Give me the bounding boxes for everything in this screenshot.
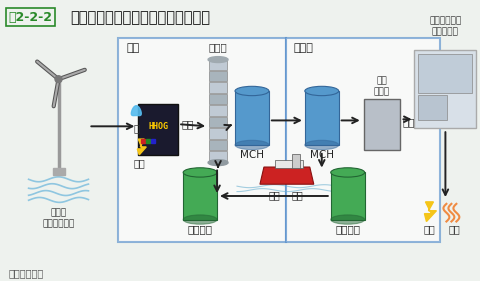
Bar	[209, 128, 227, 139]
Text: トルエン: トルエン	[335, 225, 360, 234]
Text: 余剰電力による水素の製造及び利用: 余剰電力による水素の製造及び利用	[71, 10, 210, 26]
Text: 電気: 電気	[423, 225, 434, 234]
Bar	[209, 140, 227, 150]
Text: 運搬: 運搬	[291, 190, 303, 200]
Ellipse shape	[330, 168, 364, 177]
Bar	[209, 94, 227, 105]
Circle shape	[55, 76, 62, 83]
Text: 脱水
反応器: 脱水 反応器	[373, 76, 389, 96]
Text: 福江島: 福江島	[293, 43, 313, 53]
Text: ガスエンジン
給湯発電機: ガスエンジン 給湯発電機	[428, 17, 461, 36]
Bar	[418, 54, 471, 93]
Bar	[209, 83, 227, 93]
Bar	[209, 117, 227, 127]
Polygon shape	[137, 139, 146, 155]
Bar	[151, 139, 155, 143]
Polygon shape	[259, 167, 313, 184]
Text: 海上: 海上	[268, 190, 280, 200]
Text: 給湯: 給湯	[447, 225, 459, 234]
Text: 浮体式
洋上風力発電: 浮体式 洋上風力発電	[42, 209, 74, 228]
Ellipse shape	[304, 86, 338, 96]
Bar	[418, 95, 446, 121]
Bar	[363, 99, 399, 150]
Ellipse shape	[330, 215, 364, 224]
Bar	[118, 38, 285, 242]
Polygon shape	[131, 106, 141, 115]
Text: 図2-2-2: 図2-2-2	[9, 10, 53, 24]
Bar	[304, 91, 338, 145]
Text: MCH: MCH	[309, 150, 333, 160]
Ellipse shape	[208, 57, 228, 62]
Ellipse shape	[304, 140, 338, 149]
Text: 反応塔: 反応塔	[208, 42, 227, 52]
Ellipse shape	[183, 168, 216, 177]
Text: HHOG: HHOG	[148, 122, 168, 131]
Bar	[209, 151, 227, 162]
Bar	[209, 105, 227, 116]
Bar	[141, 139, 145, 143]
Bar	[330, 173, 364, 219]
Bar	[52, 167, 64, 175]
Text: MCH: MCH	[240, 150, 264, 160]
Ellipse shape	[208, 160, 228, 166]
Text: 水: 水	[133, 123, 139, 133]
Bar	[183, 173, 216, 219]
Text: 水素: 水素	[402, 117, 414, 127]
Bar	[291, 154, 299, 168]
Bar	[235, 91, 268, 145]
Bar	[285, 38, 440, 242]
Ellipse shape	[235, 86, 268, 96]
Bar	[146, 139, 150, 143]
Bar	[414, 50, 475, 128]
Text: 水素: 水素	[181, 119, 193, 129]
Bar	[275, 160, 302, 168]
Ellipse shape	[235, 140, 268, 149]
Text: トルエン: トルエン	[187, 225, 212, 234]
Text: 電気: 電気	[133, 158, 145, 168]
Bar	[209, 60, 227, 70]
Bar	[209, 71, 227, 81]
Bar	[138, 104, 178, 155]
Text: 椛島: 椛島	[126, 43, 139, 53]
Polygon shape	[423, 202, 435, 221]
Ellipse shape	[183, 215, 216, 224]
Text: 資料：環境省: 資料：環境省	[9, 269, 44, 279]
